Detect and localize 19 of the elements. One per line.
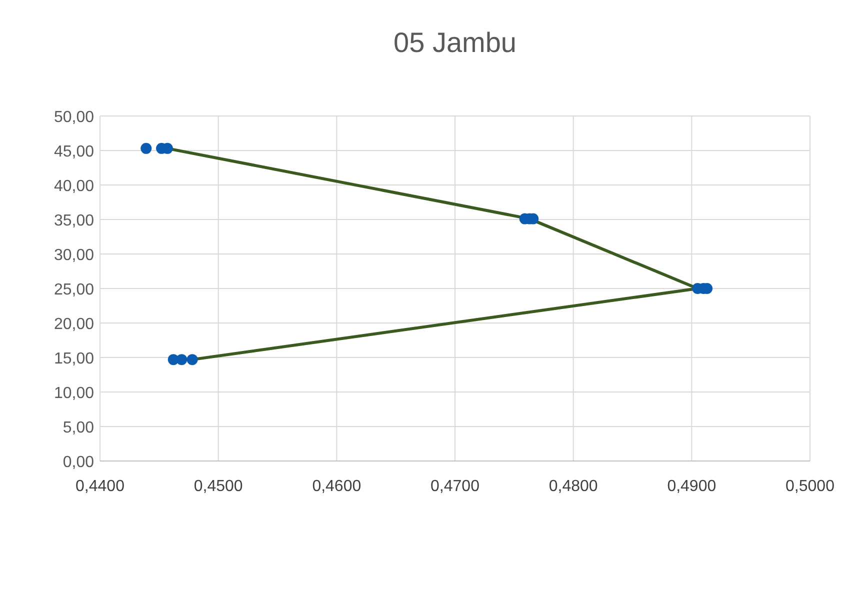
y-tick-label: 20,00	[54, 316, 94, 333]
y-tick-label: 40,00	[54, 178, 94, 195]
y-tick-label: 0,00	[62, 454, 94, 471]
y-tick-label: 50,00	[54, 109, 94, 126]
y-tick-label: 5,00	[62, 420, 94, 436]
y-tick-label: 15,00	[54, 350, 94, 368]
y-tick-label: 45,00	[54, 144, 94, 160]
x-tick-label: 0,4600	[312, 478, 362, 495]
y-tick-label: 30,00	[54, 247, 94, 264]
x-tick-label: 0,4700	[430, 478, 480, 495]
x-tick-label: 0,5000	[786, 478, 835, 495]
x-tick-label: 0,4500	[194, 478, 243, 495]
x-tick-label: 0,4400	[76, 478, 125, 495]
x-tick-label: 0,4800	[548, 478, 598, 495]
chart-title: 05 Jambu	[394, 27, 516, 58]
y-tick-label: 25,00	[54, 282, 94, 298]
y-tick-label: 35,00	[54, 212, 94, 230]
x-tick-label: 0,4900	[667, 478, 716, 495]
y-tick-label: 10,00	[54, 385, 94, 402]
